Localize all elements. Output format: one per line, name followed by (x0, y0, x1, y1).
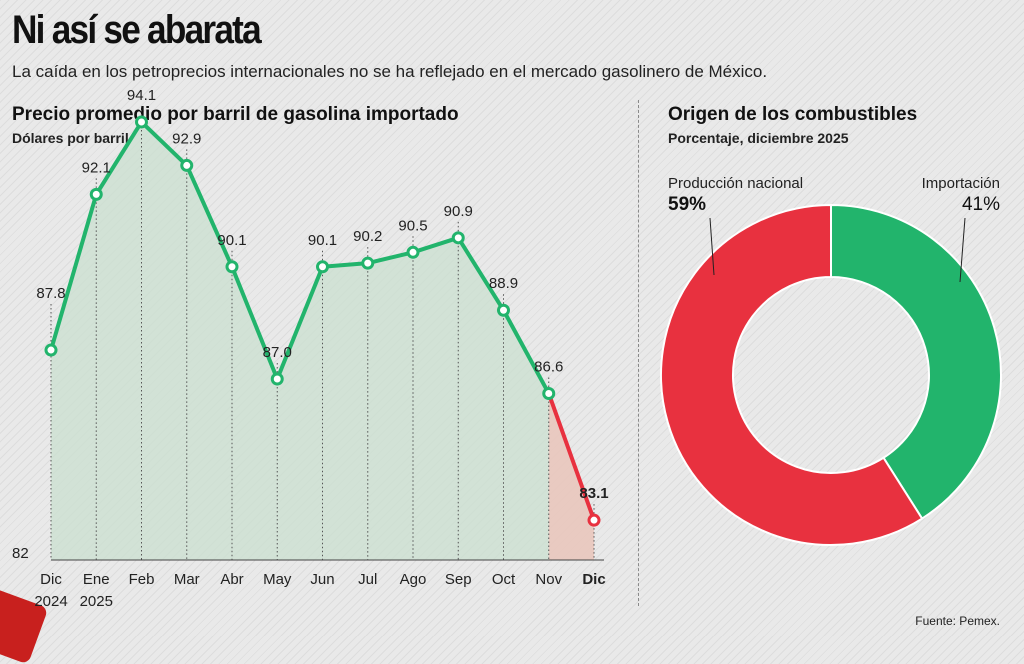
series-line-red (546, 392, 596, 521)
slice-label-importacion: Importación (922, 175, 1000, 192)
data-label-1: 92.1 (82, 159, 111, 176)
x-tick-label-1: Ene (83, 571, 110, 588)
data-label-12: 83.1 (579, 485, 608, 502)
data-point-1 (89, 187, 103, 201)
area-fill-green (51, 121, 549, 560)
donut-chart-title: Origen de los combustibles (668, 104, 918, 125)
line-chart-subtitle: Dólares por barril (12, 130, 129, 146)
data-point-8 (406, 245, 420, 259)
data-label-3: 92.9 (172, 130, 201, 147)
x-tick-label-10: Oct (492, 571, 516, 588)
data-point-10 (497, 303, 510, 317)
data-point-11 (542, 386, 556, 400)
x-tick-label-12: Dic (582, 571, 605, 588)
section-divider (638, 100, 639, 606)
slice-value-importacion: 41% (962, 194, 1000, 215)
series-line-green (49, 119, 551, 395)
donut-slice-importacion (830, 203, 1003, 520)
x-tick-label-4: Abr (220, 571, 243, 588)
x-tick-label-0-line2: 2024 (34, 593, 67, 610)
data-point-7 (361, 256, 375, 270)
x-tick-label-11: Nov (535, 571, 562, 588)
data-label-7: 90.2 (353, 228, 382, 245)
data-point-9 (451, 231, 465, 245)
x-tick-label-2: Feb (129, 571, 155, 588)
x-tick-label-6: Jun (310, 571, 334, 588)
x-tick-label-5: May (263, 571, 292, 588)
leader-line-produccion (709, 217, 715, 276)
data-point-12 (587, 513, 601, 527)
leader-line-importacion (959, 217, 966, 283)
data-point-2 (135, 115, 148, 129)
page-title: Ni así se abarata (12, 8, 262, 52)
x-tick-label-0: Dic (40, 571, 62, 588)
x-tick-label-9: Sep (445, 571, 472, 588)
slice-label-produccion: Producción nacional (668, 175, 803, 192)
data-point-3 (180, 158, 194, 172)
data-point-5 (270, 372, 284, 386)
source-note: Fuente: Pemex. (915, 614, 1000, 628)
donut-slice-produccion (660, 203, 924, 546)
x-tick-label-1-line2: 2025 (80, 593, 113, 610)
data-point-6 (316, 260, 329, 274)
data-label-2: 94.1 (127, 87, 156, 104)
data-label-0: 87.8 (36, 285, 65, 302)
x-tick-label-8: Ago (400, 571, 427, 588)
line-chart-title: Precio promedio por barril de gasolina i… (12, 104, 459, 125)
line-chart: 82 87.8 92.1 94.1 92.9 90.1 87.0 90.1 90.2 90.5 90… (12, 87, 609, 610)
data-label-4: 90.1 (217, 232, 246, 249)
data-label-10: 88.9 (489, 275, 518, 292)
data-label-8: 90.5 (398, 217, 427, 234)
x-tick-label-3: Mar (174, 571, 200, 588)
slice-value-produccion: 59% (668, 194, 706, 215)
y-axis-tick-label: 82 (12, 545, 29, 562)
donut-chart-subtitle: Porcentaje, diciembre 2025 (668, 130, 849, 146)
page-subtitle: La caída en los petroprecios internacion… (12, 62, 768, 81)
data-label-5: 87.0 (263, 344, 292, 361)
data-point-4 (225, 260, 239, 274)
data-label-6: 90.1 (308, 232, 337, 249)
x-tick-label-7: Jul (358, 571, 377, 588)
area-fill-red (548, 393, 594, 560)
data-label-9: 90.9 (444, 203, 473, 220)
data-point-0 (44, 343, 58, 357)
data-label-11: 86.6 (534, 358, 563, 375)
